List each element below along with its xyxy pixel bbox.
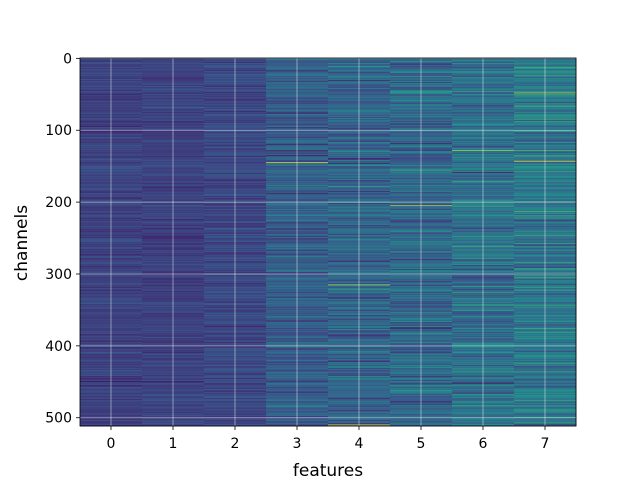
y-tick-label: 300 xyxy=(45,267,72,283)
y-tick-label: 100 xyxy=(45,123,72,139)
x-axis-ticks: 0 1 2 3 4 5 6 7 xyxy=(107,426,550,452)
plot-frame xyxy=(79,57,577,427)
y-tick-label: 200 xyxy=(45,195,72,211)
heatmap-cells xyxy=(80,58,577,427)
x-tick-label: 0 xyxy=(107,436,116,452)
y-tick-label: 0 xyxy=(63,51,72,67)
y-tick-label: 400 xyxy=(45,339,72,355)
x-tick-label: 4 xyxy=(355,436,364,452)
x-tick-label: 2 xyxy=(231,436,240,452)
x-axis-label: features xyxy=(293,461,363,480)
x-tick-label: 5 xyxy=(417,436,426,452)
x-tick-label: 1 xyxy=(169,436,178,452)
x-tick-label: 6 xyxy=(479,436,488,452)
y-tick-label: 500 xyxy=(45,411,72,427)
x-tick-label: 7 xyxy=(541,436,550,452)
x-tick-label: 3 xyxy=(293,436,302,452)
y-axis-label: channels xyxy=(12,205,32,281)
grid-lines xyxy=(80,57,576,426)
y-axis-ticks: 0 100 200 300 400 500 xyxy=(45,51,80,427)
